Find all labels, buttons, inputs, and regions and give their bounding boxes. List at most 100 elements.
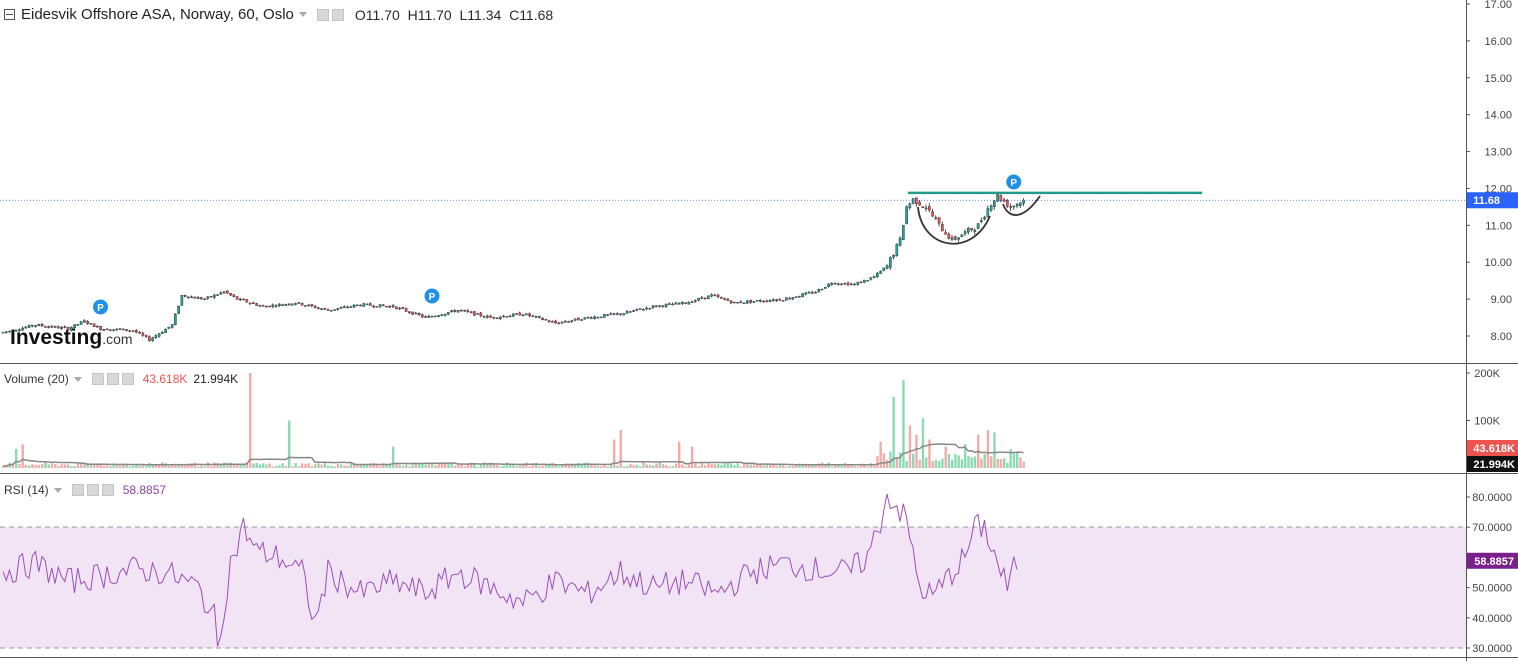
candle-body xyxy=(749,300,752,303)
candle-body xyxy=(872,276,876,278)
volume-pane-label[interactable]: Volume (20) xyxy=(4,372,69,386)
volume-bar xyxy=(187,463,190,468)
candle-body xyxy=(791,297,795,300)
volume-bar xyxy=(31,464,34,468)
volume-bar xyxy=(993,432,996,468)
candle-body xyxy=(570,320,574,322)
candle-body xyxy=(720,297,723,299)
volume-bar xyxy=(148,462,151,468)
rsi-dropdown-caret-icon[interactable] xyxy=(53,487,62,493)
volume-bar xyxy=(853,466,856,468)
volume-bar xyxy=(278,464,281,468)
candle-body xyxy=(170,324,174,328)
volume-ma-tag-label: 21.994K xyxy=(1473,459,1515,471)
volume-bar xyxy=(223,462,226,468)
rsi-close-icon[interactable] xyxy=(101,484,114,496)
volume-bar xyxy=(301,463,304,468)
symbol-header: Eidesvik Offshore ASA, Norway, 60, Oslo … xyxy=(4,6,553,23)
rsi-line xyxy=(2,493,1018,647)
volume-bar xyxy=(541,465,544,468)
candle-body xyxy=(317,307,320,309)
volume-bar xyxy=(973,456,977,468)
volume-bar xyxy=(184,465,187,468)
candle-body xyxy=(999,194,1003,201)
volume-bar xyxy=(739,466,743,468)
candle-body xyxy=(729,300,733,304)
volume-close-icon[interactable] xyxy=(121,373,134,385)
volume-bar xyxy=(996,458,999,468)
candle-body xyxy=(434,315,437,318)
volume-bar xyxy=(990,456,993,468)
collapse-pane-icon[interactable] xyxy=(4,9,15,20)
symbol-dropdown-caret-icon[interactable] xyxy=(298,12,307,17)
event-marker-icon: P xyxy=(1006,174,1022,190)
candle-body xyxy=(421,314,424,318)
candle-body xyxy=(96,326,99,328)
rsi-last-tag-label: 58.8857 xyxy=(1474,556,1514,568)
rsi-pane-label[interactable]: RSI (14) xyxy=(4,483,49,497)
volume-bar xyxy=(327,465,330,468)
candle-body xyxy=(213,294,216,298)
price-axis-label: 13.00 xyxy=(1484,147,1512,159)
candle-body xyxy=(11,330,15,333)
candle-body xyxy=(375,306,379,308)
candle-body xyxy=(996,194,999,202)
volume-bar xyxy=(574,464,577,468)
candle-body xyxy=(47,326,50,328)
candle-body xyxy=(746,300,749,304)
volume-bar xyxy=(999,459,1003,468)
volume-bar xyxy=(652,465,655,468)
volume-bar xyxy=(411,464,414,468)
candle-body xyxy=(320,308,323,310)
candle-body xyxy=(1012,205,1016,208)
candle-body xyxy=(752,301,756,303)
volume-bar xyxy=(297,466,301,468)
candle-body xyxy=(843,283,847,285)
volume-dropdown-caret-icon[interactable] xyxy=(73,376,82,382)
volume-bar xyxy=(50,463,54,468)
volume-settings-icon[interactable] xyxy=(106,373,119,385)
volume-bar xyxy=(444,463,447,468)
candle-body xyxy=(391,305,395,308)
candle-body xyxy=(187,296,190,299)
candle-body xyxy=(1006,200,1009,207)
volume-bar xyxy=(424,464,427,468)
volume-bar xyxy=(717,464,720,468)
volume-bar xyxy=(141,463,145,468)
candle-body xyxy=(76,324,80,326)
volume-bar xyxy=(457,464,460,468)
candle-body xyxy=(521,314,525,317)
volume-bar xyxy=(980,458,983,468)
volume-bar xyxy=(492,463,496,468)
volume-bar xyxy=(314,464,317,468)
candle-body xyxy=(395,306,398,310)
candle-body xyxy=(986,208,990,217)
volume-bar xyxy=(496,465,499,468)
volume-bar xyxy=(707,463,710,468)
settings-icon[interactable] xyxy=(316,8,329,21)
volume-bar xyxy=(138,465,141,468)
candle-body xyxy=(206,296,210,299)
candle-body xyxy=(489,315,492,318)
candle-body xyxy=(31,324,34,327)
rsi-settings-icon[interactable] xyxy=(86,484,99,496)
price-axis-label: 14.00 xyxy=(1484,110,1512,122)
rsi-visibility-icon[interactable] xyxy=(71,484,84,496)
event-marker-icon: P xyxy=(93,299,108,315)
candle-body xyxy=(668,303,671,305)
candle-body xyxy=(781,300,785,302)
candle-body xyxy=(34,325,37,327)
volume-bar xyxy=(645,464,648,468)
candle-body xyxy=(27,324,31,328)
candle-body xyxy=(216,294,219,296)
volume-bar xyxy=(171,464,174,468)
volume-visibility-icon[interactable] xyxy=(91,373,104,385)
symbol-title[interactable]: Eidesvik Offshore ASA, Norway, 60, Oslo xyxy=(21,6,294,23)
volume-bar xyxy=(340,464,343,468)
drawing-annotations[interactable]: P P P xyxy=(93,174,1202,315)
format-icon[interactable] xyxy=(331,8,344,21)
volume-bar xyxy=(268,463,271,468)
candle-body xyxy=(346,306,349,309)
candle-body xyxy=(967,227,970,233)
